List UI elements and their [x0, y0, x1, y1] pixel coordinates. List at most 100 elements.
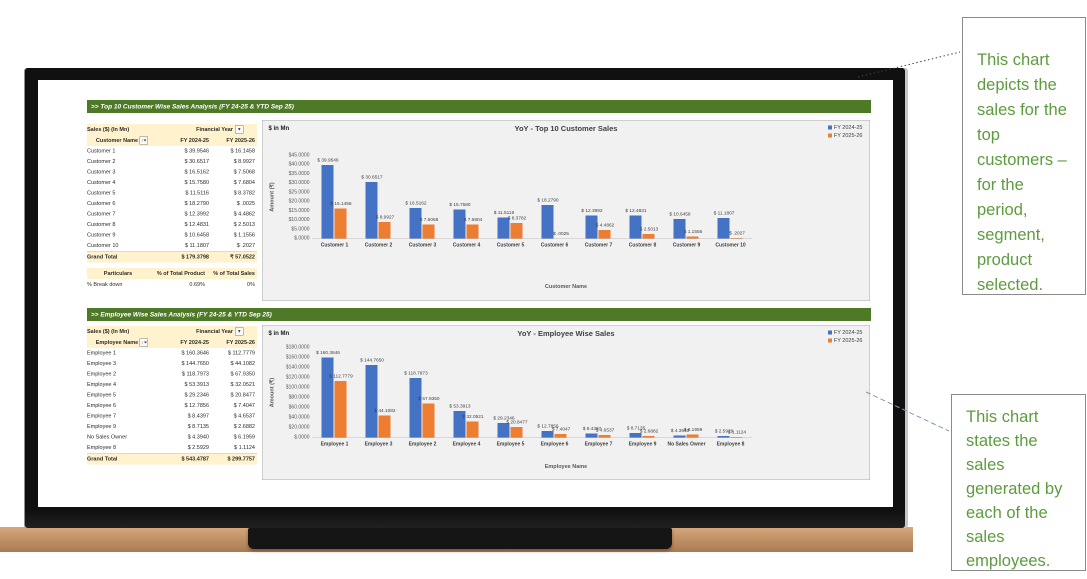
plot-area	[312, 348, 753, 438]
bar-FY 2024-25	[629, 215, 642, 239]
bar-FY 2025-26	[642, 436, 655, 438]
table-row: Employee 7 $ 8.4397 $ 4.6537	[87, 411, 257, 422]
data-label: $ 12.4831	[625, 207, 647, 214]
table-cell: $ 8.7135	[187, 423, 209, 430]
bar-FY 2024-25	[585, 433, 598, 438]
legend-swatch-icon	[827, 338, 832, 343]
bar-FY 2025-26	[598, 435, 611, 438]
legend-item: FY 2025-26	[827, 337, 863, 344]
x-axis-category-label: Employee 7	[584, 441, 613, 448]
bar-FY 2024-25	[321, 164, 334, 239]
table-cell: Customer 1	[87, 148, 116, 154]
bar-FY 2025-26	[422, 224, 435, 239]
employee-sales-chart: $ in Mn YoY - Employee Wise Sales $.0000…	[262, 325, 870, 480]
y-axis-tick-label: $15.0000	[288, 207, 310, 214]
table-cell: $ 29.2346	[184, 392, 209, 398]
table-row: Customer 8 $ 12.4831 $ 2.5013	[87, 220, 257, 231]
table-row: Employee 2 $ 118.7973 $ 67.9350	[87, 369, 257, 380]
legend-label: FY 2024-25	[833, 329, 863, 336]
x-axis-category-label: Customer 1	[320, 242, 349, 249]
name-column-header: Employee Name ↓	[87, 337, 157, 348]
x-axis-category-label: Employee 3	[364, 441, 393, 448]
data-label: $ 20.8477	[506, 419, 528, 426]
table-title: Sales ($) (In Mn)	[87, 126, 130, 133]
data-label: $ 29.2346	[493, 415, 515, 421]
x-axis-category-label: No Sales Owner	[667, 441, 706, 448]
sort-filter-icon[interactable]: ↓	[139, 338, 149, 347]
data-label: $ 112.7779	[329, 373, 353, 380]
table-cell: Customer 7	[87, 211, 116, 217]
y-axis-tick-label: $35.0000	[288, 170, 310, 177]
financial-year-dropdown-icon[interactable]: ▾	[235, 125, 244, 134]
breakdown-header: % of Total Product	[156, 270, 205, 277]
bar-FY 2024-25	[409, 378, 422, 438]
bar-FY 2025-26	[466, 224, 479, 239]
x-axis-category-label: Customer 6	[540, 242, 569, 249]
bar-FY 2024-25	[541, 204, 554, 239]
x-axis-category-label: Employee 8	[716, 441, 745, 448]
table-cell: $ 2.6882	[233, 423, 255, 430]
bar-FY 2025-26	[510, 427, 523, 438]
table-row: Employee 9 $ 8.7135 $ 2.6882	[87, 422, 257, 433]
data-label: $ 4.6537	[595, 427, 615, 434]
monitor-screen: >> Top 10 Customer Wise Sales Analysis (…	[38, 80, 893, 507]
table-cell: $ 8.9927	[233, 158, 255, 165]
legend-swatch-icon	[827, 330, 832, 335]
breakdown-cell: % Break down	[87, 281, 123, 288]
bar-FY 2024-25	[673, 218, 686, 239]
table-row: Customer 6 $ 18.2790 $ .0025	[87, 199, 257, 210]
sort-filter-icon[interactable]: ↓	[139, 136, 149, 145]
table-cell: $ 160.3646	[181, 350, 209, 356]
table-cell: $ 16.5162	[184, 169, 209, 175]
table-row: Customer 4 $ 15.7580 $ 7.6804	[87, 178, 257, 189]
x-axis-category-label: Customer 9	[672, 242, 701, 249]
data-label: $ 160.3646	[316, 349, 340, 356]
y-axis-tick-label: $25.0000	[288, 189, 310, 195]
table-cell: $ .0025	[236, 200, 255, 207]
financial-year-dropdown-icon[interactable]: ▾	[235, 327, 244, 336]
data-label: $ 12.3992	[581, 208, 603, 214]
legend-label: FY 2025-26	[833, 132, 863, 139]
bar-FY 2025-26	[642, 233, 655, 239]
name-column-header: Customer Name ↓	[87, 135, 157, 146]
table-cell: $ 12.3992	[184, 211, 209, 217]
table-cell: Customer 9	[87, 232, 116, 238]
bar-FY 2024-25	[409, 208, 422, 239]
monitor-photo: >> Top 10 Customer Wise Sales Analysis (…	[0, 68, 913, 552]
table-row: No Sales Owner $ 4.3940 $ 6.1959	[87, 432, 257, 443]
table-row: Customer 5 $ 11.5116 $ 8.3782	[87, 188, 257, 199]
table-cell: Employee 4	[87, 381, 117, 388]
x-axis-title: Employee Name	[544, 463, 588, 470]
bar-FY 2024-25	[541, 431, 554, 438]
table-cell: $ 6.1959	[233, 434, 255, 440]
year2-column-header: FY 2025-26	[226, 137, 255, 144]
bar-FY 2025-26	[378, 415, 391, 438]
table-cell: $ 12.7856	[184, 402, 209, 409]
table-row: Customer 2 $ 30.6517 $ 8.9927	[87, 157, 257, 168]
data-label: $ 15.7580	[449, 201, 471, 208]
legend-label: FY 2025-26	[833, 337, 863, 344]
table-row: Employee 8 $ 2.5929 $ 1.1124	[87, 443, 257, 454]
table-cell: $ 7.5068	[233, 169, 255, 175]
bar-FY 2024-25	[321, 357, 334, 438]
data-label: $ 4.3940	[670, 427, 690, 434]
customer-sales-chart: $ in Mn YoY - Top 10 Customer Sales $.00…	[262, 120, 870, 301]
x-axis-category-label: Customer 3	[408, 242, 437, 249]
data-label: $ 2.5013	[639, 226, 659, 232]
data-label: $ 44.1082	[374, 407, 396, 414]
table-row: Customer 7 $ 12.3992 $ 4.4862	[87, 209, 257, 220]
filter-field-label: Financial Year	[196, 126, 233, 133]
y-axis-tick-label: $40.0000	[288, 414, 310, 421]
section-header-employee-sales: >> Employee Wise Sales Analysis (FY 24-2…	[87, 308, 871, 321]
y-axis-tick-label: $30.0000	[288, 180, 310, 186]
table-row: Customer 10 $ 11.1807 $ .2027	[87, 241, 257, 252]
x-axis-category-label: Employee 5	[496, 441, 525, 448]
table-row: Customer 3 $ 16.5162 $ 7.5068	[87, 167, 257, 178]
table-cell: $ 12.4831	[184, 221, 209, 228]
table-cell: $ 20.8477	[230, 392, 255, 398]
table-cell: Customer 6	[87, 200, 116, 207]
table-cell: $ 10.6458	[184, 232, 209, 238]
table-cell: $ 30.6517	[184, 158, 209, 165]
data-label: $ 18.2790	[537, 197, 559, 203]
bar-FY 2025-26	[686, 434, 699, 438]
